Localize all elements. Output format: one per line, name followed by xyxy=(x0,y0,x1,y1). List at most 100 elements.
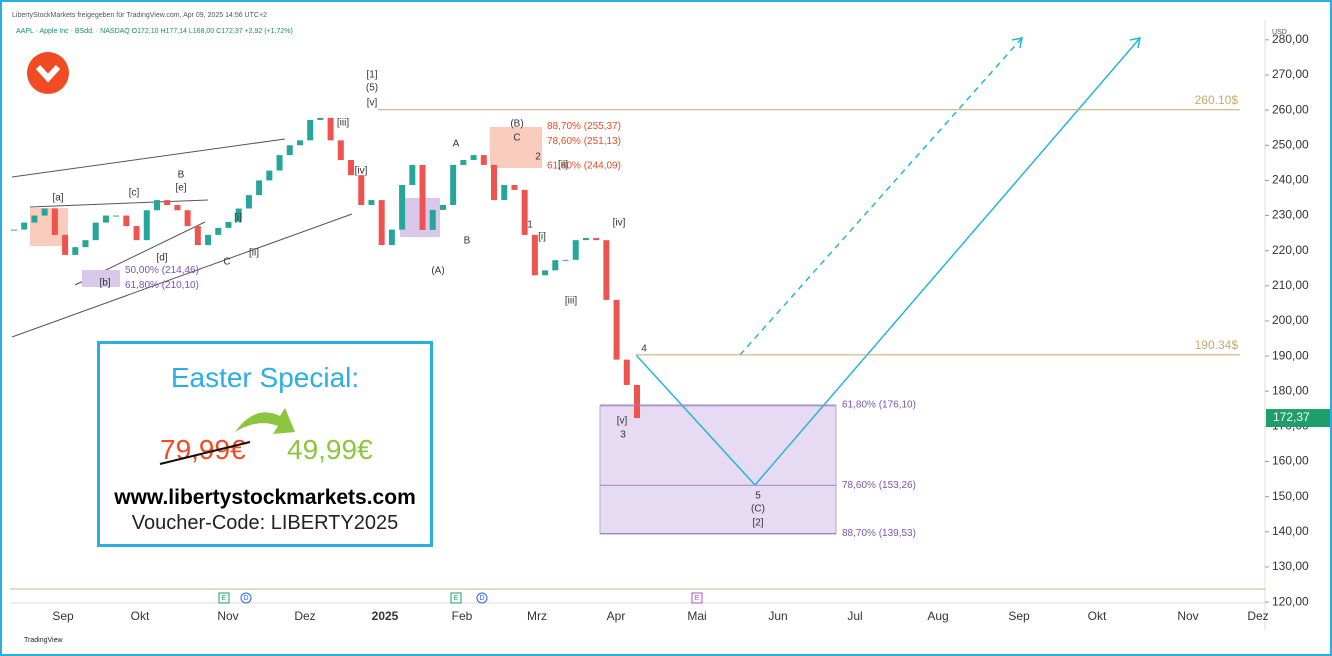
x-tick-label: Nov xyxy=(217,609,238,623)
promo-box: Easter Special: 79,99€ 49,99€ www.libert… xyxy=(97,341,433,547)
candle xyxy=(307,119,314,141)
y-tick-label: 120,00 xyxy=(1272,594,1309,608)
candle xyxy=(399,184,406,230)
url: www.libertystockmarkets.com xyxy=(114,486,416,509)
source: LibertyStockMarkets freigegeben für Trad… xyxy=(12,12,267,19)
candle xyxy=(572,240,579,260)
candle xyxy=(133,226,140,241)
y-tick-label: 160,00 xyxy=(1272,454,1309,468)
y-tick-label: 200,00 xyxy=(1272,313,1309,327)
candle xyxy=(491,164,498,201)
candle xyxy=(41,208,48,216)
wave-label: (C) xyxy=(751,504,765,515)
wave-label: [iii] xyxy=(565,296,577,307)
candle xyxy=(501,184,508,201)
candle xyxy=(470,155,477,161)
x-tick-label: Sep xyxy=(1008,609,1030,623)
price-tag-label: 172,37 xyxy=(1273,410,1310,424)
y-tick-label: 240,00 xyxy=(1272,173,1309,187)
y-tick-label: 260,00 xyxy=(1272,102,1309,116)
candle xyxy=(82,240,89,248)
candle xyxy=(123,215,130,227)
candle xyxy=(194,226,201,246)
fib-label: 88,70% (139,53) xyxy=(842,528,916,539)
zone xyxy=(82,270,120,287)
wave-label: [v] xyxy=(617,416,628,427)
candle xyxy=(429,209,436,230)
candle xyxy=(388,229,395,246)
level-label: 190.34$ xyxy=(1195,338,1239,352)
fib-label: 78,60% (153,26) xyxy=(842,480,916,491)
wave-label: B xyxy=(464,236,471,247)
wave-label: [b] xyxy=(99,278,110,289)
fib-label: 88,70% (255,37) xyxy=(547,121,621,132)
prices: 79,99€ 49,99€ xyxy=(100,394,430,465)
candle xyxy=(286,145,293,156)
x-tick-label: Feb xyxy=(452,609,473,623)
candle xyxy=(72,247,79,255)
wave-label: [1] xyxy=(366,70,377,81)
wave-label: [d] xyxy=(156,253,167,264)
wave-label: 1 xyxy=(527,220,533,231)
wave-label: [iv] xyxy=(355,166,368,177)
x-tick-label: Mai xyxy=(687,609,706,623)
y-tick-label: 280,00 xyxy=(1272,32,1309,46)
candle xyxy=(92,222,99,241)
fib-label: 61,80% (176,10) xyxy=(842,400,916,411)
event-marker xyxy=(240,592,252,604)
fib-label: 61,80% (244,09) xyxy=(547,161,621,172)
logo-chevron xyxy=(35,64,61,83)
voucher: Voucher-Code: LIBERTY2025 xyxy=(131,512,399,534)
wave-label: [c] xyxy=(129,188,140,199)
wave-label: (B) xyxy=(510,119,523,130)
candle xyxy=(439,205,446,210)
candle xyxy=(11,229,17,231)
candle xyxy=(153,200,160,211)
candle xyxy=(225,221,232,228)
candle xyxy=(552,260,559,271)
event-marker xyxy=(450,592,462,604)
candle xyxy=(21,222,28,230)
wave-label: [2] xyxy=(752,518,763,529)
currency: USD xyxy=(1272,29,1287,36)
y-tick-label: 220,00 xyxy=(1272,243,1309,257)
x-tick-label: Mrz xyxy=(527,609,547,623)
candle xyxy=(113,215,120,217)
candle xyxy=(358,175,365,206)
symbol: AAPL · Apple Inc · BSdd. · NASDAQ O172,1… xyxy=(16,28,293,35)
candle xyxy=(327,117,334,141)
candle xyxy=(409,164,416,185)
wave-label: (A) xyxy=(431,266,444,277)
wave-label: [a] xyxy=(52,193,63,204)
y-tick-label: 180,00 xyxy=(1272,383,1309,397)
candle xyxy=(143,210,150,241)
wave-label: [v] xyxy=(367,98,378,109)
candle xyxy=(245,195,252,209)
zone xyxy=(599,405,837,535)
event-label: D xyxy=(243,595,248,602)
candle xyxy=(164,200,171,206)
price-tag xyxy=(1266,409,1330,428)
candle xyxy=(215,227,222,235)
x-tick-label: Nov xyxy=(1177,609,1198,623)
x-tick-label: Jul xyxy=(847,609,862,623)
candle xyxy=(256,180,263,196)
wave-label: [i] xyxy=(538,232,546,243)
x-tick-label: Dez xyxy=(294,609,315,623)
wave-label: C xyxy=(513,133,520,144)
y-tick-label: 270,00 xyxy=(1272,67,1309,81)
y-tick-label: 140,00 xyxy=(1272,524,1309,538)
wave-label: [ii] xyxy=(558,160,568,171)
candle xyxy=(174,205,181,211)
candle xyxy=(102,215,109,223)
candle xyxy=(480,155,487,165)
candle xyxy=(31,215,38,223)
wave-label: [e] xyxy=(175,183,186,194)
event-label: D xyxy=(479,595,484,602)
new-price: 49,99€ xyxy=(287,434,373,465)
x-tick-label: Aug xyxy=(927,609,948,623)
y-tick-label: 210,00 xyxy=(1272,278,1309,292)
candle xyxy=(562,259,569,261)
x-tick-label: Sep xyxy=(52,609,74,623)
